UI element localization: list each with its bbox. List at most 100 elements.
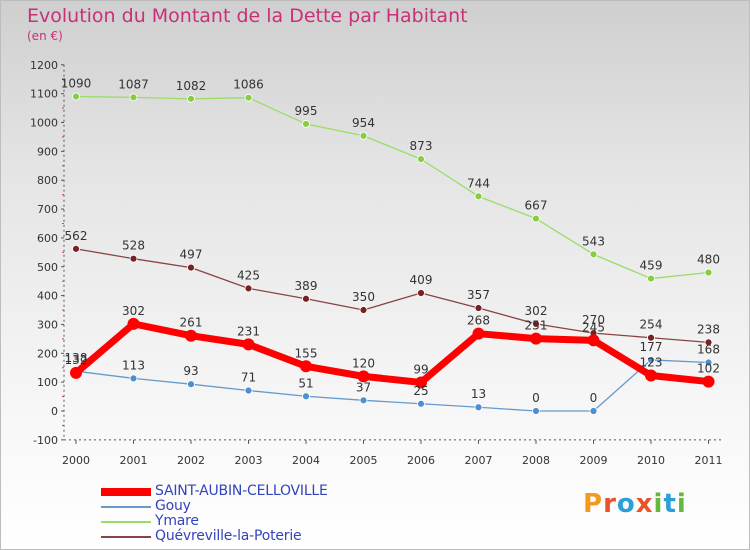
legend-swatch	[101, 536, 151, 538]
data-point	[474, 304, 483, 312]
data-label: 168	[697, 343, 720, 357]
data-point	[185, 329, 197, 342]
data-point	[70, 366, 82, 379]
data-label: 528	[122, 239, 145, 253]
data-label: 459	[640, 259, 663, 273]
data-label: 1082	[176, 79, 207, 93]
chart-title: Evolution du Montant de la Dette par Hab…	[27, 5, 468, 27]
x-tick-label: 2005	[350, 454, 378, 467]
data-label: 51	[298, 376, 313, 390]
series-line-3	[75, 248, 709, 343]
logo-letter: i	[653, 489, 664, 519]
legend-label: Ymare	[155, 513, 199, 529]
data-point	[589, 407, 598, 415]
data-label: 873	[410, 139, 433, 153]
y-tick-label: 700	[37, 203, 58, 216]
data-point	[129, 374, 138, 383]
x-tick-label: 2001	[120, 454, 148, 467]
data-point	[127, 317, 140, 330]
data-label: 357	[467, 288, 490, 302]
x-tick-label: 2003	[235, 454, 263, 467]
data-label: 138	[65, 351, 88, 365]
data-point	[704, 268, 713, 277]
data-label: 238	[697, 322, 720, 336]
data-label: 245	[582, 320, 605, 334]
data-point	[532, 214, 540, 223]
data-point	[244, 93, 253, 102]
logo-letter: o	[616, 489, 636, 519]
data-label: 113	[122, 358, 145, 372]
data-label: 25	[413, 384, 428, 398]
x-tick-label: 2009	[580, 454, 608, 467]
data-label: 0	[532, 391, 540, 405]
legend-swatch	[101, 521, 151, 523]
data-point	[244, 284, 253, 293]
x-tick-label: 2007	[465, 454, 493, 467]
data-point	[589, 250, 598, 259]
y-tick-label: 800	[37, 174, 58, 187]
data-point	[647, 333, 655, 342]
data-point	[474, 192, 483, 201]
data-label: 744	[467, 176, 490, 190]
series-line-2	[75, 95, 709, 280]
data-point	[187, 263, 195, 272]
data-point	[532, 319, 540, 328]
x-tick-label: 2002	[177, 454, 205, 467]
y-tick-label: 200	[37, 347, 58, 360]
data-point	[359, 396, 368, 405]
data-point	[704, 358, 713, 367]
y-tick-label: 300	[37, 318, 58, 331]
data-label: 350	[352, 290, 375, 304]
y-tick-label: 1200	[30, 59, 58, 72]
data-label: 1086	[233, 78, 264, 92]
y-tick-label: 1000	[30, 117, 58, 130]
data-point	[302, 120, 310, 128]
data-point	[474, 403, 483, 412]
data-label: 1090	[61, 77, 92, 91]
data-label: 425	[237, 268, 260, 282]
data-point	[417, 155, 425, 164]
data-point	[357, 370, 370, 383]
data-point	[302, 294, 310, 303]
x-tick-label: 2000	[62, 454, 90, 467]
logo-letter: x	[635, 489, 654, 519]
data-point	[359, 306, 368, 314]
data-label: 261	[180, 316, 203, 330]
y-tick-label: 400	[37, 290, 58, 303]
data-point	[647, 274, 655, 283]
data-label: 480	[697, 253, 720, 267]
data-label: 132	[65, 353, 88, 367]
y-tick-label: 900	[37, 145, 58, 158]
chart-subtitle: (en €)	[27, 29, 63, 43]
data-label: 123	[640, 356, 663, 370]
data-label: 13	[471, 387, 486, 401]
logo-letter: t	[663, 489, 677, 519]
data-label: 954	[352, 116, 375, 130]
data-label: 409	[410, 273, 433, 287]
data-label: 0	[590, 391, 598, 405]
data-point	[359, 131, 368, 140]
data-point	[244, 386, 253, 395]
data-point	[415, 376, 427, 389]
data-label: 231	[237, 324, 260, 338]
x-tick-label: 2008	[522, 454, 550, 467]
data-label: 389	[295, 279, 318, 293]
x-tick-label: 2010	[637, 454, 665, 467]
data-point	[417, 399, 425, 408]
legend-label: Gouy	[155, 498, 191, 514]
data-label: 37	[356, 380, 371, 394]
data-point	[587, 334, 600, 347]
data-point	[187, 94, 195, 103]
data-label: 995	[295, 104, 318, 118]
data-label: 71	[241, 371, 256, 385]
x-tick-label: 2006	[407, 454, 435, 467]
data-point	[647, 356, 655, 364]
data-label: 99	[413, 362, 428, 376]
data-point	[704, 338, 713, 347]
y-tick-label: 1100	[30, 88, 58, 101]
data-point	[300, 360, 312, 373]
data-label: 562	[65, 229, 88, 243]
data-label: 667	[525, 199, 548, 213]
y-tick-label: 600	[37, 232, 58, 245]
